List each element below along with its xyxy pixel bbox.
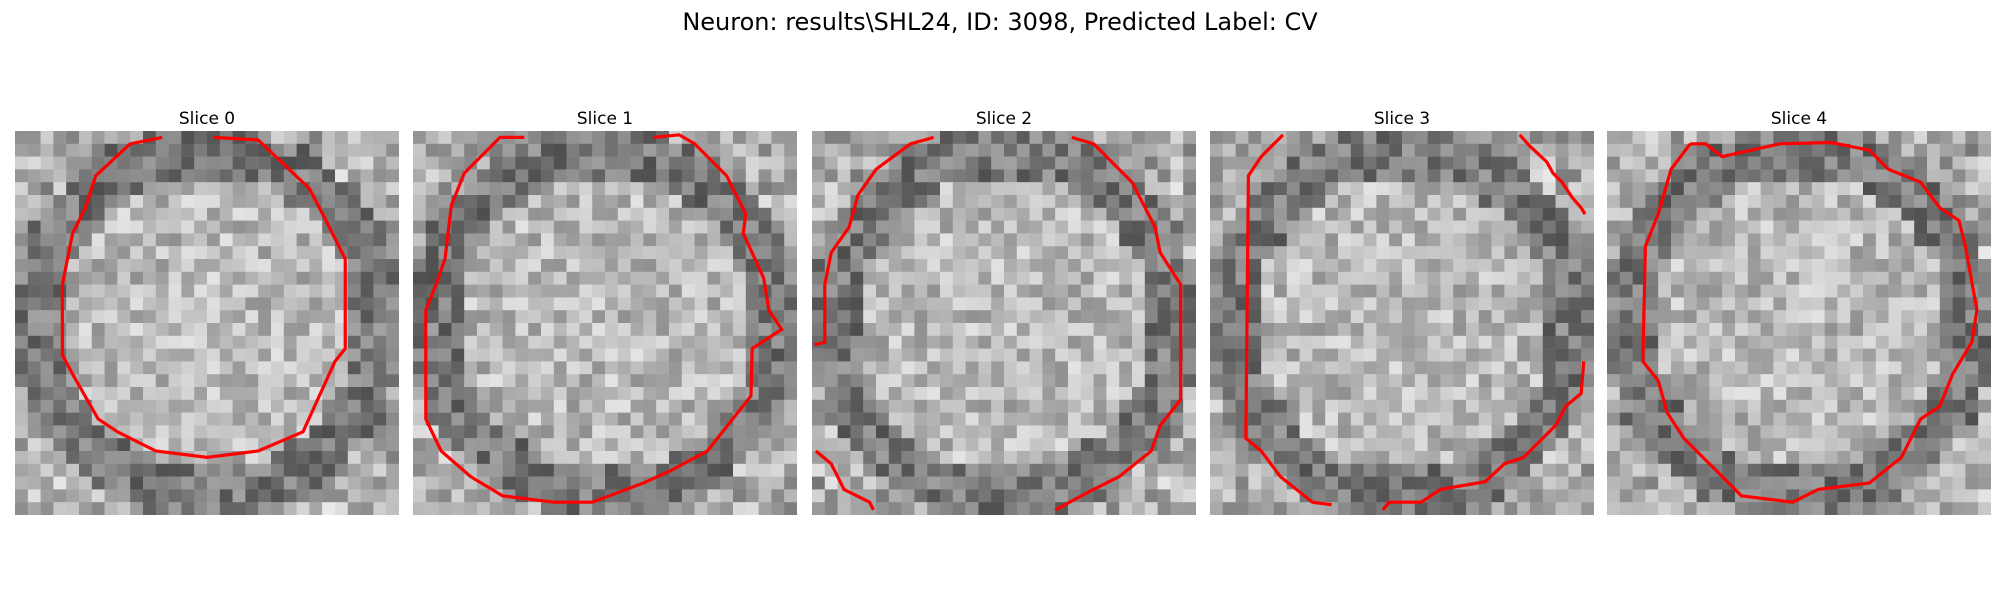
slice-panel-0: Slice 0 xyxy=(15,107,399,515)
slice-panel-3: Slice 3 xyxy=(1210,107,1594,515)
slice-panel-2: Slice 2 xyxy=(812,107,1196,515)
slice-title: Slice 1 xyxy=(413,107,797,131)
slice-image xyxy=(1607,131,1991,515)
slice-image xyxy=(15,131,399,515)
slice-image xyxy=(812,131,1196,515)
figure-title: Neuron: results\SHL24, ID: 3098, Predict… xyxy=(0,8,2000,36)
slice-title: Slice 0 xyxy=(15,107,399,131)
slice-panel-4: Slice 4 xyxy=(1607,107,1991,515)
slice-image xyxy=(413,131,797,515)
slice-panel-1: Slice 1 xyxy=(413,107,797,515)
slice-image xyxy=(1210,131,1594,515)
slice-title: Slice 4 xyxy=(1607,107,1991,131)
slice-title: Slice 3 xyxy=(1210,107,1594,131)
slice-title: Slice 2 xyxy=(812,107,1196,131)
